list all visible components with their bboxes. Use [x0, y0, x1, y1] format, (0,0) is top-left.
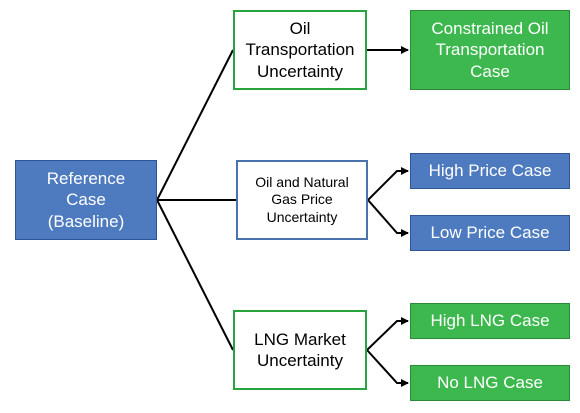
oil-gas-price-uncertainty-label: Oil and Natural Gas Price Uncertainty	[255, 173, 349, 225]
reference-case-box: Reference Case (Baseline)	[15, 160, 157, 240]
link-ref-to-oil	[156, 49, 234, 201]
reference-case-label: Reference Case (Baseline)	[46, 169, 126, 231]
arrow-gas-to-low-price	[367, 199, 409, 237]
high-lng-case-box: High LNG Case	[410, 303, 570, 339]
oil-gas-price-uncertainty-box: Oil and Natural Gas Price Uncertainty	[236, 160, 368, 240]
oil-transportation-uncertainty-box: Oil Transportation Uncertainty	[233, 10, 367, 90]
constrained-oil-case-box: Constrained Oil Transportation Case	[410, 10, 570, 90]
arrow-gas-to-high-price	[367, 167, 409, 201]
no-lng-case-box: No LNG Case	[410, 365, 570, 401]
link-ref-to-lng	[156, 199, 234, 351]
low-price-case-label: Low Price Case	[430, 223, 550, 243]
arrow-lng-to-high-lng	[366, 317, 409, 351]
high-lng-case-label: High LNG Case	[430, 311, 550, 331]
lng-market-uncertainty-label: LNG Market Uncertainty	[254, 329, 346, 370]
oil-transportation-uncertainty-label: Oil Transportation Uncertainty	[245, 19, 355, 81]
no-lng-case-label: No LNG Case	[437, 373, 543, 393]
high-price-case-label: High Price Case	[428, 161, 552, 181]
lng-market-uncertainty-box: LNG Market Uncertainty	[233, 310, 367, 390]
low-price-case-box: Low Price Case	[410, 215, 570, 251]
high-price-case-box: High Price Case	[410, 153, 570, 189]
arrow-lng-to-no-lng	[366, 349, 409, 387]
constrained-oil-case-label: Constrained Oil Transportation Case	[431, 19, 549, 81]
